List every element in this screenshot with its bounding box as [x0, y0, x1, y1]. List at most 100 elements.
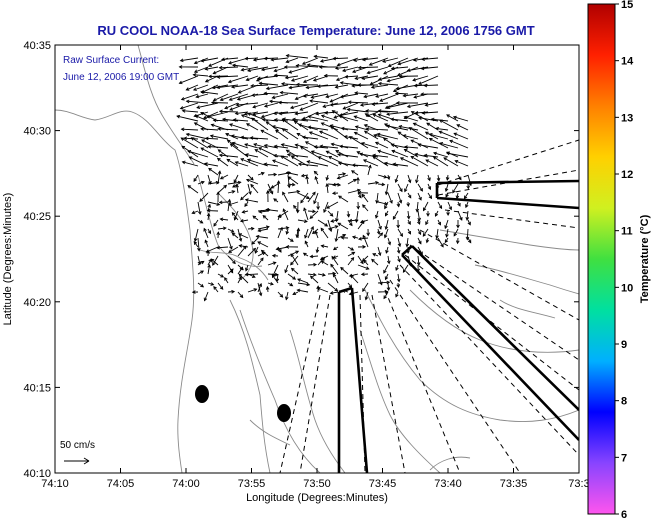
current-vector-head [199, 198, 203, 202]
current-vector-head [315, 111, 320, 116]
current-vector [205, 66, 219, 70]
current-vector-head [245, 178, 250, 183]
current-vector [435, 210, 439, 217]
current-vector [213, 286, 219, 293]
current-vector-head [351, 83, 356, 88]
current-vector-head [192, 73, 197, 77]
current-vector-head [354, 76, 359, 80]
current-vector-head [231, 289, 236, 294]
current-vector [338, 195, 349, 203]
current-vector [237, 291, 244, 298]
current-vector-head [260, 67, 265, 72]
current-vector-head [281, 128, 286, 132]
current-vector [201, 84, 219, 93]
colorbar-tick-label: 9 [621, 339, 627, 351]
current-vector-head [446, 151, 450, 156]
radar-beam-edge [419, 229, 579, 321]
current-vector-head [203, 162, 208, 166]
current-vector-head [368, 62, 373, 66]
radar-beam-edge [437, 169, 579, 196]
current-vector [464, 192, 469, 199]
current-vector-head [209, 134, 214, 138]
current-vector-head [256, 76, 261, 81]
current-vector [371, 84, 389, 88]
x-tick-label: 74:10 [41, 478, 69, 490]
current-vector [199, 192, 209, 202]
current-vector [417, 228, 422, 235]
current-vector [239, 245, 249, 248]
current-vector [331, 143, 349, 149]
current-vector-head [297, 162, 302, 166]
current-vector [219, 154, 239, 158]
current-vector-head [436, 177, 441, 182]
current-vector [385, 219, 389, 230]
current-vector [397, 183, 403, 192]
current-vector-head [330, 219, 335, 223]
current-vector-head [265, 86, 270, 91]
current-vector [297, 219, 308, 223]
current-vector-head [351, 251, 356, 256]
current-vector-head [325, 183, 330, 187]
current-vector [407, 102, 429, 108]
current-vector [207, 264, 210, 275]
current-vector-head [217, 149, 222, 153]
current-vector-head [313, 200, 317, 205]
current-vector-head [280, 143, 285, 147]
current-vector-head [334, 85, 339, 89]
current-vector-head [443, 157, 448, 161]
current-vector [180, 102, 199, 110]
map-contents [55, 45, 579, 473]
current-vector-head [223, 184, 228, 189]
current-vector-head [306, 63, 311, 67]
current-vector [226, 159, 239, 167]
current-vector-head [206, 249, 211, 254]
current-vector-head [397, 131, 402, 135]
current-vector-head [296, 132, 301, 137]
current-vector-head [290, 155, 295, 160]
current-vector-head [178, 65, 183, 69]
current-vector-head [384, 276, 389, 281]
current-vector-head [435, 126, 439, 131]
current-vector [280, 92, 299, 95]
current-vector-head [219, 286, 224, 290]
current-vector-head [332, 182, 337, 187]
current-vector [422, 228, 429, 237]
current-vector-head [335, 77, 340, 82]
current-vector-head [300, 173, 305, 178]
current-vector [279, 111, 299, 115]
current-vector [231, 84, 249, 88]
current-vector [407, 210, 410, 219]
current-vector [204, 163, 219, 167]
current-vector-head [321, 256, 326, 261]
current-vector-head [228, 123, 233, 127]
current-vector [342, 66, 359, 72]
current-vector-head [273, 118, 278, 122]
current-vector [213, 93, 229, 102]
current-vector-head [417, 217, 421, 222]
current-vector-head [376, 231, 381, 235]
depth-contour [429, 456, 471, 471]
current-vector [308, 115, 329, 122]
current-vector-head [260, 129, 265, 134]
current-vector-head [277, 100, 282, 105]
current-vector-head [350, 247, 355, 251]
current-vector-head [296, 189, 301, 194]
current-vector [204, 291, 209, 301]
current-vector [254, 246, 259, 254]
current-vector-head [366, 232, 370, 237]
current-vector-head [296, 288, 301, 293]
x-tick-label: 74:05 [107, 478, 135, 490]
current-vector-head [359, 103, 364, 107]
current-vector [238, 233, 249, 239]
current-vector [250, 184, 259, 194]
current-vector [247, 66, 269, 72]
current-vector-head [181, 109, 186, 113]
current-vector [393, 163, 409, 167]
current-vector [429, 133, 449, 140]
current-vector-head [279, 294, 284, 298]
current-vector [377, 219, 382, 230]
current-vector-head [318, 130, 323, 134]
colorbar-tick-label: 10 [621, 282, 633, 294]
current-vector-head [244, 198, 249, 202]
current-vector [391, 66, 409, 70]
